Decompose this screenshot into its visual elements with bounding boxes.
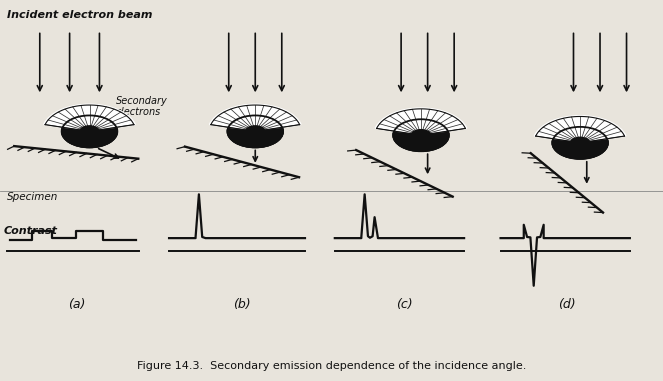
Wedge shape — [210, 104, 301, 131]
Wedge shape — [227, 129, 283, 147]
Text: Contrast: Contrast — [3, 226, 57, 235]
Circle shape — [227, 115, 283, 147]
Circle shape — [80, 126, 99, 137]
Circle shape — [62, 115, 117, 147]
Text: Incident electron beam: Incident electron beam — [7, 10, 152, 19]
Text: (c): (c) — [396, 298, 413, 311]
Text: (a): (a) — [68, 298, 85, 311]
Text: Figure 14.3.  Secondary emission dependence of the incidence angle.: Figure 14.3. Secondary emission dependen… — [137, 361, 526, 371]
Wedge shape — [375, 108, 467, 135]
Wedge shape — [62, 129, 117, 147]
Wedge shape — [44, 104, 135, 131]
Wedge shape — [552, 140, 608, 159]
Circle shape — [393, 119, 449, 151]
Circle shape — [552, 127, 608, 159]
Circle shape — [411, 130, 431, 141]
Text: Secondary
electrons: Secondary electrons — [116, 96, 168, 117]
Text: Specimen: Specimen — [7, 192, 58, 202]
Text: (d): (d) — [558, 298, 575, 311]
Wedge shape — [393, 133, 449, 151]
Text: (b): (b) — [233, 298, 251, 311]
Circle shape — [245, 126, 265, 137]
Wedge shape — [534, 116, 626, 143]
Circle shape — [570, 137, 590, 149]
